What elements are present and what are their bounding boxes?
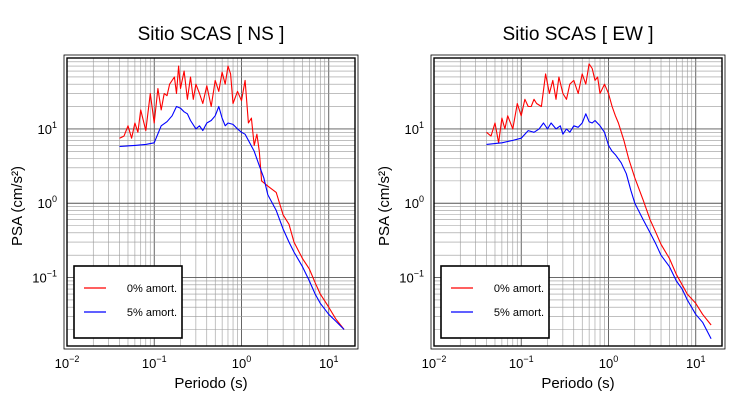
x-tick-label: 100: [232, 354, 251, 371]
x-tick-label: 10−1: [142, 354, 167, 371]
series-line-1: [486, 63, 712, 326]
x-axis-label: Periodo (s): [174, 375, 247, 392]
legend: 0% amort. 5% amort.: [73, 265, 183, 339]
y-tick-label: 10−1: [399, 269, 424, 286]
series-line-2: [119, 105, 345, 330]
legend-label-1: 0% amort.: [127, 283, 177, 295]
y-tick-label: 101: [405, 120, 424, 137]
legend-label-2: 5% amort.: [494, 307, 544, 319]
y-tick-label: 100: [405, 194, 424, 211]
legend-label-1: 0% amort.: [494, 283, 544, 295]
y-tick-label: 10−1: [32, 269, 57, 286]
plot-frame: [433, 57, 723, 347]
plot-frame: [66, 57, 356, 347]
y-axis-label: PSA (cm/s²): [9, 166, 26, 246]
legend-box: [440, 265, 550, 339]
x-tick-label: 100: [599, 354, 618, 371]
plot-frame-outer: [63, 54, 359, 350]
plot-frame-outer: [430, 54, 726, 350]
x-tick-label: 101: [319, 354, 338, 371]
y-axis-label: PSA (cm/s²): [376, 166, 393, 246]
y-tick-label: 101: [38, 120, 57, 137]
x-tick-label: 10−2: [55, 354, 80, 371]
legend-label-2: 5% amort.: [127, 307, 177, 319]
x-tick-label: 10−2: [422, 354, 447, 371]
chart-panel-2: Sitio SCAS [ EW ] 10−2 10−1 100 101 10−1 100 10…: [376, 24, 726, 392]
x-tick-label: 101: [686, 354, 705, 371]
chart-title: Sitio SCAS [ NS ]: [138, 24, 285, 45]
x-tick-label: 10−1: [509, 354, 534, 371]
legend-box: [73, 265, 183, 339]
series-line-1: [119, 65, 345, 330]
x-axis-label: Periodo (s): [541, 375, 614, 392]
chart-title: Sitio SCAS [ EW ]: [503, 24, 654, 45]
series-line-2: [486, 113, 712, 340]
legend: 0% amort. 5% amort.: [440, 265, 550, 339]
y-tick-label: 100: [38, 194, 57, 211]
chart-panel-1: Sitio SCAS [ NS ] 10−2 10−1 100 101 10−1 100 10…: [9, 24, 359, 392]
